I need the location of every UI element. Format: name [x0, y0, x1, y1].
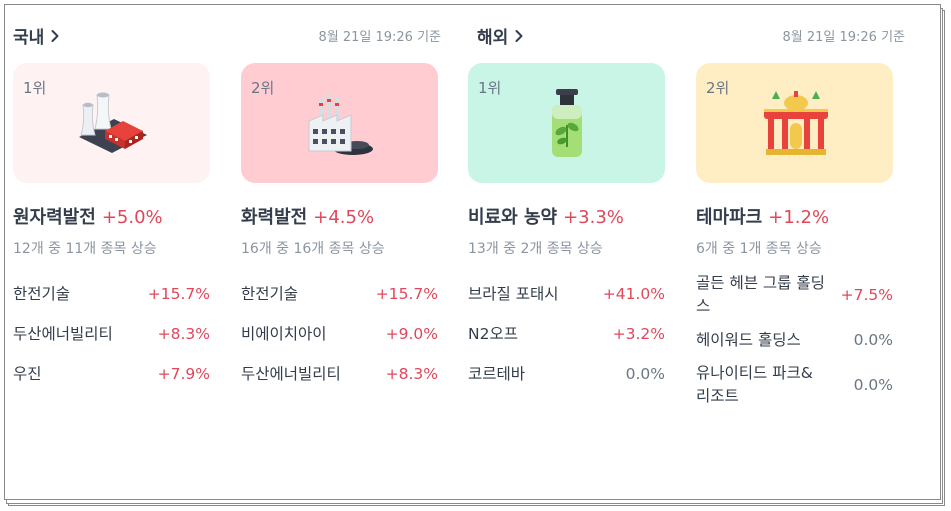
- theme-change: +1.2%: [768, 207, 830, 228]
- stock-change: +15.7%: [147, 285, 210, 303]
- stock-row[interactable]: 브라질 포태시 +41.0%: [468, 274, 665, 314]
- theme-change: +4.5%: [313, 207, 375, 228]
- stock-row[interactable]: 코르테바 0.0%: [468, 354, 665, 394]
- theme-tile[interactable]: 2위: [696, 63, 893, 183]
- theme-tile[interactable]: 2위: [241, 63, 438, 183]
- theme-tile[interactable]: 1위: [468, 63, 665, 183]
- theme-card-nuclear: 1위 원자력발전 +5.0% 12개 중 11개 종목 상승 한전기술 +15.7%: [13, 63, 210, 394]
- stock-name: 두산에너빌리티: [241, 364, 341, 383]
- overseas-header: 해외 8월 21일 19:26 기준: [477, 23, 905, 48]
- overseas-section: 해외 8월 21일 19:26 기준 1위 비료와 농약: [465, 5, 905, 499]
- stock-name: 우진: [13, 364, 42, 383]
- stock-list: 골든 헤븐 그룹 홀딩스 +7.5% 헤이워드 홀딩스 0.0% 유나이티드 파크&…: [696, 270, 893, 410]
- stock-row[interactable]: 골든 헤븐 그룹 홀딩스 +7.5%: [696, 270, 893, 320]
- rank-badge: 2위: [706, 79, 730, 97]
- stock-change: +8.3%: [385, 365, 438, 383]
- stock-change: +7.9%: [157, 365, 210, 383]
- overseas-title-link[interactable]: 해외: [477, 23, 526, 48]
- stock-change: +7.5%: [840, 286, 893, 304]
- stock-name: 두산에너빌리티: [13, 324, 113, 343]
- stock-name: 유나이티드 파크&리조트: [696, 364, 813, 405]
- theme-ranking-panel: 국내 8월 21일 19:26 기준 1위: [4, 4, 941, 500]
- domestic-section: 국내 8월 21일 19:26 기준 1위: [5, 5, 441, 499]
- stock-row[interactable]: 비에이치아이 +9.0%: [241, 314, 438, 354]
- theme-summary: 6개 중 1개 종목 상승: [696, 241, 822, 257]
- rank-badge: 2위: [251, 79, 275, 97]
- nuclear-plant-icon: [79, 92, 147, 153]
- domestic-header: 국내 8월 21일 19:26 기준: [13, 23, 441, 48]
- stock-change: +3.2%: [612, 325, 665, 343]
- stock-row[interactable]: 헤이워드 홀딩스 0.0%: [696, 320, 893, 360]
- fertilizer-bottle-icon: [552, 89, 582, 157]
- theme-change: +5.0%: [101, 207, 163, 228]
- theme-card-thermal: 2위 화력발전 +4.5% 16개 중 16개 종목 상승 한전기술 +15.7: [241, 63, 438, 394]
- domestic-title: 국내: [13, 28, 45, 48]
- rank-badge: 1위: [478, 79, 502, 97]
- theme-name[interactable]: 화력발전 +4.5%: [241, 207, 375, 228]
- theme-name[interactable]: 비료와 농약 +3.3%: [468, 207, 624, 228]
- stock-name: 헤이워드 홀딩스: [696, 330, 801, 349]
- stock-row[interactable]: 우진 +7.9%: [13, 354, 210, 394]
- stock-row[interactable]: N2오프 +3.2%: [468, 314, 665, 354]
- stock-row[interactable]: 유나이티드 파크&리조트 0.0%: [696, 360, 893, 410]
- stock-name: 코르테바: [468, 364, 526, 383]
- theme-change: +3.3%: [563, 207, 624, 228]
- stock-row[interactable]: 한전기술 +15.7%: [13, 274, 210, 314]
- rank-badge: 1위: [23, 79, 47, 97]
- overseas-title: 해외: [477, 28, 509, 48]
- theme-park-icon: [764, 91, 828, 155]
- stock-change: +15.7%: [375, 285, 438, 303]
- theme-summary: 16개 중 16개 종목 상승: [241, 241, 385, 257]
- theme-card-fertilizer: 1위 비료와 농약 +3.3% 13개 중 2개 종목 상승 브라질 포태시 +41…: [468, 63, 665, 394]
- stock-name: N2오프: [468, 324, 518, 343]
- stock-name: 비에이치아이: [241, 324, 327, 343]
- stock-list: 한전기술 +15.7% 두산에너빌리티 +8.3% 우진 +7.9%: [13, 274, 210, 394]
- chevron-right-icon: [51, 29, 59, 42]
- theme-name[interactable]: 테마파크 +1.2%: [696, 207, 830, 228]
- domestic-timestamp: 8월 21일 19:26 기준: [318, 30, 441, 45]
- stock-name: 한전기술: [241, 284, 299, 303]
- stock-change: 0.0%: [853, 376, 893, 394]
- stock-name: 한전기술: [13, 284, 71, 303]
- stock-change: +41.0%: [602, 285, 665, 303]
- theme-summary: 13개 중 2개 종목 상승: [468, 241, 603, 257]
- chevron-right-icon: [515, 29, 523, 42]
- stock-name: 브라질 포태시: [468, 284, 559, 303]
- stock-list: 한전기술 +15.7% 비에이치아이 +9.0% 두산에너빌리티 +8.3%: [241, 274, 438, 394]
- theme-tile[interactable]: 1위: [13, 63, 210, 183]
- stock-row[interactable]: 한전기술 +15.7%: [241, 274, 438, 314]
- stock-row[interactable]: 두산에너빌리티 +8.3%: [13, 314, 210, 354]
- stock-name: 골든 헤븐 그룹 홀딩스: [696, 274, 825, 315]
- thermal-plant-icon: [308, 93, 373, 155]
- stock-change: 0.0%: [853, 331, 893, 349]
- stock-change: +9.0%: [385, 325, 438, 343]
- theme-name[interactable]: 원자력발전 +5.0%: [13, 207, 163, 228]
- stock-change: +8.3%: [157, 325, 210, 343]
- overseas-timestamp: 8월 21일 19:26 기준: [782, 30, 905, 45]
- domestic-title-link[interactable]: 국내: [13, 23, 62, 48]
- theme-summary: 12개 중 11개 종목 상승: [13, 241, 157, 257]
- stock-change: 0.0%: [625, 365, 665, 383]
- stock-list: 브라질 포태시 +41.0% N2오프 +3.2% 코르테바 0.0%: [468, 274, 665, 394]
- theme-card-theme-park: 2위 테마파크 +1.2% 6개 중 1개 종목 상승 골든 헤븐 그룹 홀딩스 +…: [696, 63, 893, 410]
- stock-row[interactable]: 두산에너빌리티 +8.3%: [241, 354, 438, 394]
